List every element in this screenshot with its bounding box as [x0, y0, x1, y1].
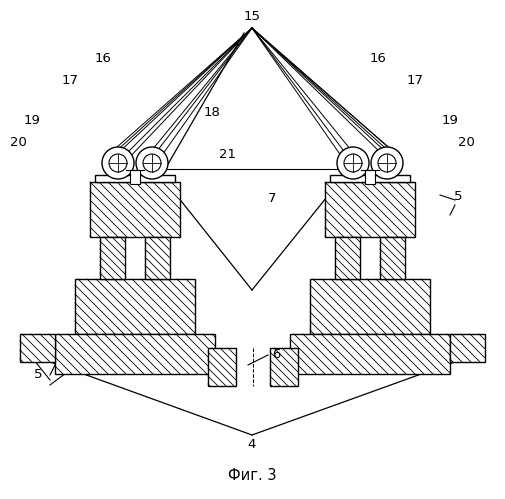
Text: 15: 15 — [243, 9, 261, 22]
Circle shape — [344, 154, 362, 172]
Bar — [95, 175, 175, 182]
Bar — [330, 175, 410, 182]
Text: 7: 7 — [268, 192, 276, 205]
Text: 20: 20 — [458, 137, 474, 150]
Circle shape — [136, 147, 168, 179]
Circle shape — [378, 154, 396, 172]
Text: 6: 6 — [272, 348, 280, 361]
Bar — [75, 279, 195, 334]
Bar — [290, 334, 450, 374]
Bar — [270, 348, 298, 386]
Text: 16: 16 — [370, 51, 386, 64]
Circle shape — [109, 154, 127, 172]
Bar — [145, 237, 170, 279]
Bar — [130, 170, 140, 184]
Bar — [90, 182, 180, 237]
Text: 19: 19 — [441, 113, 459, 127]
Text: 21: 21 — [220, 149, 236, 162]
Circle shape — [337, 147, 369, 179]
Text: 17: 17 — [407, 73, 424, 86]
Text: 5: 5 — [454, 190, 462, 203]
Bar — [450, 334, 485, 362]
Text: 20: 20 — [10, 137, 26, 150]
Bar — [310, 279, 430, 334]
Circle shape — [371, 147, 403, 179]
Text: 16: 16 — [94, 51, 112, 64]
Circle shape — [143, 154, 161, 172]
Text: 4: 4 — [248, 439, 256, 452]
Circle shape — [102, 147, 134, 179]
Bar — [208, 348, 236, 386]
Bar — [20, 334, 55, 362]
Bar — [365, 170, 375, 184]
Bar — [380, 237, 405, 279]
Text: Фиг. 3: Фиг. 3 — [228, 469, 276, 484]
Text: 19: 19 — [24, 113, 40, 127]
Text: 5: 5 — [34, 368, 42, 382]
Bar — [55, 334, 215, 374]
Text: 18: 18 — [204, 105, 221, 118]
Text: 17: 17 — [62, 73, 78, 86]
Bar — [325, 182, 415, 237]
Bar — [100, 237, 125, 279]
Bar — [335, 237, 360, 279]
